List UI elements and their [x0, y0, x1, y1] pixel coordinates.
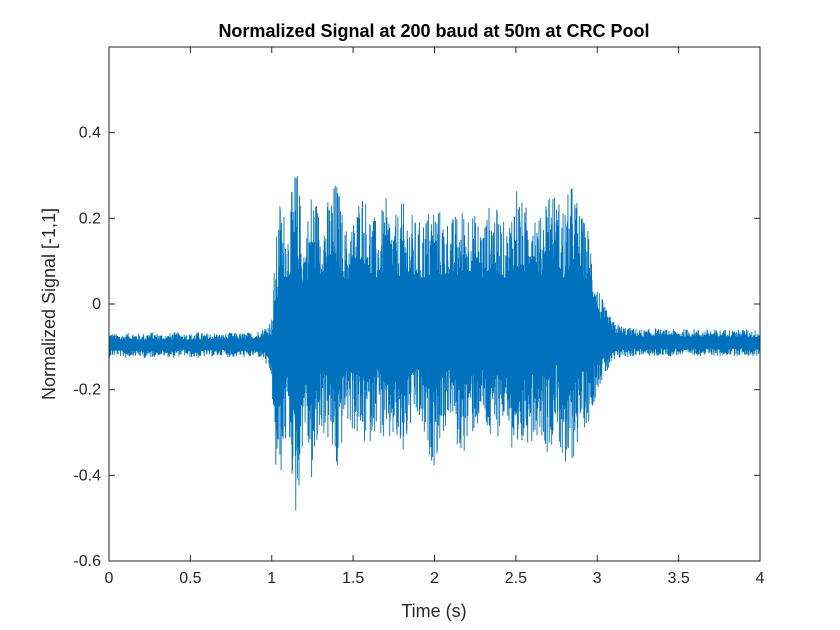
y-axis-label: Normalized Signal [-1,1] — [39, 208, 59, 400]
y-tick-label: -0.6 — [73, 553, 101, 570]
x-tick-label: 4 — [756, 570, 765, 587]
chart-title: Normalized Signal at 200 baud at 50m at … — [218, 21, 649, 41]
x-tick-label: 0.5 — [179, 570, 201, 587]
signal-series-core — [109, 253, 760, 426]
y-tick-label: 0.2 — [79, 210, 101, 227]
x-tick-label: 3.5 — [668, 570, 690, 587]
x-axis: 0 0.5 1 1.5 2 2.5 3 3.5 4 — [105, 47, 765, 587]
signal-layer — [108, 176, 761, 511]
y-tick-label: -0.4 — [73, 467, 101, 484]
y-axis: -0.6 -0.4 -0.2 0 0.2 0.4 — [73, 125, 760, 570]
plot-area — [108, 46, 761, 562]
x-tick-label: 1.5 — [342, 570, 364, 587]
x-tick-label: 0 — [105, 570, 114, 587]
y-tick-label: 0 — [92, 296, 101, 313]
x-tick-label: 3 — [593, 570, 602, 587]
x-axis-label: Time (s) — [401, 601, 466, 621]
y-tick-label: 0.4 — [79, 125, 101, 142]
x-tick-label: 1 — [267, 570, 276, 587]
x-tick-label: 2.5 — [505, 570, 527, 587]
x-tick-label: 2 — [430, 570, 439, 587]
y-tick-label: -0.2 — [73, 382, 101, 399]
